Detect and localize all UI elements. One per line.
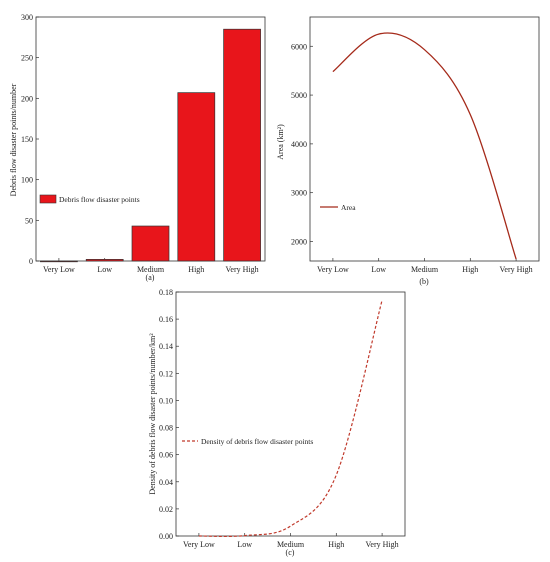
panel-c-y-tick-label: 0.04 <box>159 478 173 487</box>
panel-b-y-tick-label: 3000 <box>291 189 307 198</box>
panel-c-x-tick-label: Very Low <box>183 540 215 549</box>
panel-c-x-tick-label: Low <box>237 540 252 549</box>
bar-very-low <box>40 260 78 263</box>
panel-a-bars <box>40 28 261 263</box>
panel-a-x-tick-label: High <box>188 265 204 274</box>
panel-a-bar-chart: 0 50 100 150 200 250 300 Very Low Low Medium High… <box>9 13 266 282</box>
panel-b-x-tick-label: Low <box>371 265 386 274</box>
panel-a-x-tick-label: Low <box>97 265 112 274</box>
panel-c-y-axis: 0.00 0.02 0.04 0.06 0.08 0.10 0.12 0.14 0.16 0.18 <box>159 288 179 541</box>
panel-c-y-tick-label: 0.10 <box>159 396 173 405</box>
panel-b-legend-label: Area <box>341 203 356 212</box>
panel-c-y-tick-label: 0.16 <box>159 315 173 324</box>
panel-a-y-tick-label: 150 <box>21 135 33 144</box>
panel-c-series-line <box>198 299 383 538</box>
panel-c-y-tick-label: 0.02 <box>159 505 173 514</box>
panel-b-y-tick-label: 2000 <box>291 237 307 246</box>
panel-a-y-tick-label: 0 <box>29 257 33 266</box>
panel-a-y-axis-title: Debris flow disaster points/number <box>9 83 18 196</box>
panel-c-y-tick-label: 0.12 <box>159 369 173 378</box>
panel-a-y-tick-label: 200 <box>21 94 33 103</box>
panel-b-x-tick-label: High <box>462 265 478 274</box>
panel-b-x-tick-label: Very High <box>500 265 533 274</box>
panel-b-x-tick-label: Medium <box>411 265 439 274</box>
panel-b-x-axis: Very Low Low Medium High Very High <box>317 258 533 274</box>
panel-a-legend-swatch <box>39 194 57 204</box>
bar-low <box>85 259 124 262</box>
panel-c-legend-label: Density of debris flow disaster points <box>201 437 313 446</box>
panel-a-x-tick-label: Medium <box>137 265 165 274</box>
panel-a-y-tick-label: 250 <box>21 54 33 63</box>
panel-c-plot-frame <box>175 291 406 537</box>
panel-c-x-tick-label: Very High <box>366 540 399 549</box>
panel-b-label: (b) <box>419 277 429 286</box>
panel-c-y-tick-label: 0.14 <box>159 342 173 351</box>
panel-a-y-tick-label: 50 <box>25 216 33 225</box>
panel-b-legend: Area <box>320 203 356 212</box>
panel-c-y-axis-title: Density of debris flow disaster points/n… <box>148 333 157 495</box>
panel-a-x-tick-label: Very Low <box>43 265 75 274</box>
panel-b-y-tick-label: 6000 <box>291 42 307 51</box>
panel-a-legend-label: Debris flow disaster points <box>59 195 140 204</box>
panel-a-y-axis: 0 50 100 150 200 250 300 <box>21 13 39 266</box>
panel-b-y-axis: 2000 3000 4000 5000 6000 <box>291 42 313 246</box>
bar-medium <box>131 225 170 262</box>
panel-c-y-tick-label: 0.00 <box>159 532 173 541</box>
panel-c-x-tick-label: High <box>328 540 344 549</box>
panel-c-line-chart: 0.00 0.02 0.04 0.06 0.08 0.10 0.12 0.14 0.16 0.18… <box>148 288 406 557</box>
bar-very-high <box>223 28 261 262</box>
panel-a-label: (a) <box>146 273 155 282</box>
panel-b-line-chart: 2000 3000 4000 5000 6000 Very Low Low Medium Hi… <box>276 16 540 286</box>
panel-a-x-tick-label: Very High <box>226 265 259 274</box>
panel-b-y-tick-label: 4000 <box>291 140 307 149</box>
panel-b-y-tick-label: 5000 <box>291 91 307 100</box>
panel-b-plot-frame <box>309 16 540 262</box>
panel-a-legend: Debris flow disaster points <box>39 194 140 204</box>
panel-b-y-axis-title: Area (km²) <box>276 124 285 160</box>
panel-c-y-tick-label: 0.18 <box>159 288 173 297</box>
bar-high <box>177 92 216 262</box>
panel-c-y-tick-label: 0.06 <box>159 451 173 460</box>
panel-a-y-tick-label: 100 <box>21 176 33 185</box>
panel-b-x-tick-label: Very Low <box>317 265 349 274</box>
panel-c-x-axis: Very Low Low Medium High Very High <box>183 533 399 549</box>
panel-c-legend: Density of debris flow disaster points <box>182 437 313 446</box>
panel-b-series-line <box>332 32 517 260</box>
panel-a-y-tick-label: 300 <box>21 13 33 22</box>
panel-c-y-tick-label: 0.08 <box>159 424 173 433</box>
panel-c-label: (c) <box>286 548 295 557</box>
panel-c-x-tick-label: Medium <box>277 540 305 549</box>
